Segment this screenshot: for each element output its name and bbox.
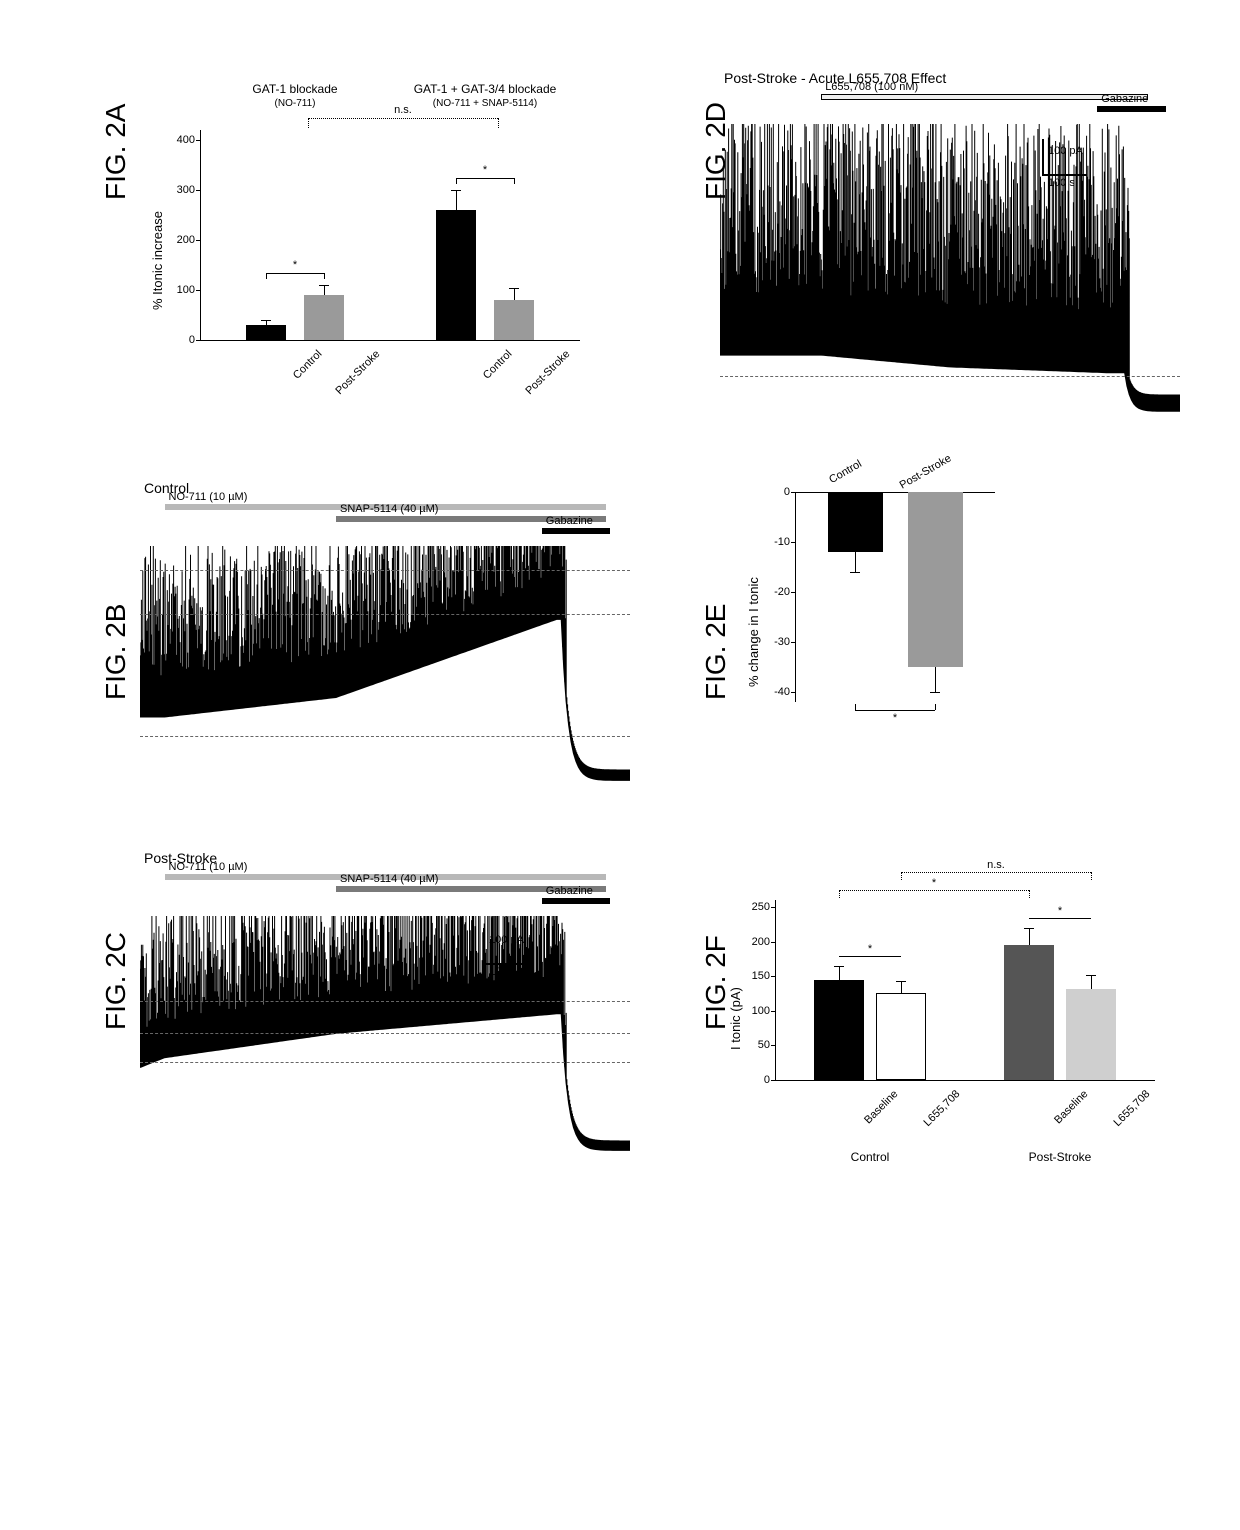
panel-f-sig: * bbox=[1029, 905, 1091, 917]
panelC-drugbar bbox=[542, 898, 611, 904]
panelD-drugbar bbox=[1097, 106, 1166, 112]
panel-f-sig: * bbox=[839, 943, 901, 955]
panelC-scale-h: 100 s bbox=[489, 966, 516, 978]
panelB-druglabel: NO-711 (10 µM) bbox=[169, 491, 248, 503]
panelB-druglabel: Gabazine bbox=[546, 515, 593, 527]
panel-b-trace: ControlNO-711 (10 µM)SNAP-5114 (40 µM)Ga… bbox=[140, 480, 630, 810]
panel-e-ytick: -30 bbox=[760, 636, 790, 648]
panelC-druglabel: SNAP-5114 (40 µM) bbox=[340, 873, 438, 885]
panel-a-xlabel: Post-Stroke bbox=[317, 348, 382, 413]
panel-f-bar bbox=[814, 980, 864, 1080]
panelB-drugbar bbox=[542, 528, 611, 534]
panel-a-between-sig: n.s. bbox=[308, 104, 498, 116]
panel-a-barchart: % Itonic increase 0 100 200 300 400 GAT-1 bloc… bbox=[140, 70, 600, 440]
panel-f-xlabel: Baseline bbox=[1025, 1088, 1090, 1153]
panel-a-bar bbox=[304, 295, 344, 340]
panel-f-ytick: 200 bbox=[740, 936, 770, 948]
panel-e-ytick: 0 bbox=[760, 486, 790, 498]
panel-a-ytick: 200 bbox=[165, 234, 195, 246]
panelC-scale-v: 100 pA bbox=[489, 934, 524, 946]
panelD-drugbar bbox=[821, 94, 1148, 100]
fig-2c-label: FIG. 2C bbox=[100, 932, 132, 1030]
fig-2a-label: FIG. 2A bbox=[100, 104, 132, 200]
panelC-druglabel: NO-711 (10 µM) bbox=[169, 861, 248, 873]
panel-e-sig: * bbox=[855, 712, 935, 724]
panelD-druglabel: Gabazine bbox=[1101, 93, 1148, 105]
panel-a-sig: * bbox=[246, 259, 344, 271]
panelD-druglabel: L655,708 (100 nM) bbox=[825, 81, 918, 93]
panel-a-bar bbox=[436, 210, 476, 340]
panel-a-xlabel: Post-Stroke bbox=[507, 348, 572, 413]
panel-e-ylabel: % change in I tonic bbox=[746, 577, 761, 687]
panel-a-sig: * bbox=[436, 164, 534, 176]
panel-f-bar bbox=[876, 993, 926, 1080]
panel-f-barchart: I tonic (pA)050100150200250BaselineL655,… bbox=[720, 850, 1180, 1180]
panelC-druglabel: Gabazine bbox=[546, 885, 593, 897]
panel-a-ytick: 400 bbox=[165, 134, 195, 146]
panelD-scale-h: 100 s bbox=[1048, 177, 1075, 189]
panel-d-trace: Post-Stroke - Acute L655,708 EffectL655,… bbox=[720, 70, 1180, 440]
panel-e-barchart: % change in I tonic0-10-20-30-40ControlP… bbox=[740, 480, 1020, 790]
panel-a-xlabel: Control bbox=[449, 348, 514, 413]
panel-f-bar bbox=[1066, 989, 1116, 1080]
panel-e-ytick: -40 bbox=[760, 686, 790, 698]
fig-2e-label: FIG. 2E bbox=[700, 604, 732, 700]
panel-f-between-sig: n.s. bbox=[901, 859, 1091, 871]
panel-a-bar bbox=[246, 325, 286, 340]
panel-a-group-title: GAT-1 + GAT-3/4 blockade bbox=[390, 82, 580, 96]
panel-f-xlabel: L655,708 bbox=[897, 1088, 962, 1153]
panel-e-bar bbox=[828, 492, 883, 552]
panel-a-ylabel: % Itonic increase bbox=[150, 211, 165, 310]
fig-2b-label: FIG. 2B bbox=[100, 604, 132, 700]
panel-e-bar bbox=[908, 492, 963, 667]
panel-f-ytick: 250 bbox=[740, 901, 770, 913]
panel-f-ytick: 0 bbox=[740, 1074, 770, 1086]
panel-f-group-title: Control bbox=[775, 1150, 965, 1164]
panel-f-group-title: Post-Stroke bbox=[965, 1150, 1155, 1164]
panel-a-group-title: GAT-1 blockade bbox=[200, 82, 390, 96]
panel-f-between-sig: * bbox=[839, 877, 1029, 889]
panelB-druglabel: SNAP-5114 (40 µM) bbox=[340, 503, 438, 515]
panel-e-ytick: -20 bbox=[760, 586, 790, 598]
panel-f-xlabel: Baseline bbox=[835, 1088, 900, 1153]
panel-a-ytick: 100 bbox=[165, 284, 195, 296]
panelD-scale-v: 100 pA bbox=[1048, 145, 1083, 157]
panel-c-trace: Post-StrokeNO-711 (10 µM)SNAP-5114 (40 µ… bbox=[140, 850, 630, 1180]
panel-f-bar bbox=[1004, 945, 1054, 1080]
panel-a-bar bbox=[494, 300, 534, 340]
panel-f-ytick: 50 bbox=[740, 1039, 770, 1051]
panel-f-ytick: 150 bbox=[740, 970, 770, 982]
panel-a-ytick: 300 bbox=[165, 184, 195, 196]
panel-f-ytick: 100 bbox=[740, 1005, 770, 1017]
panel-e-ytick: -10 bbox=[760, 536, 790, 548]
panel-a-ytick: 0 bbox=[165, 334, 195, 346]
panel-a-xlabel: Control bbox=[259, 348, 324, 413]
panel-f-xlabel: L655,708 bbox=[1087, 1088, 1152, 1153]
